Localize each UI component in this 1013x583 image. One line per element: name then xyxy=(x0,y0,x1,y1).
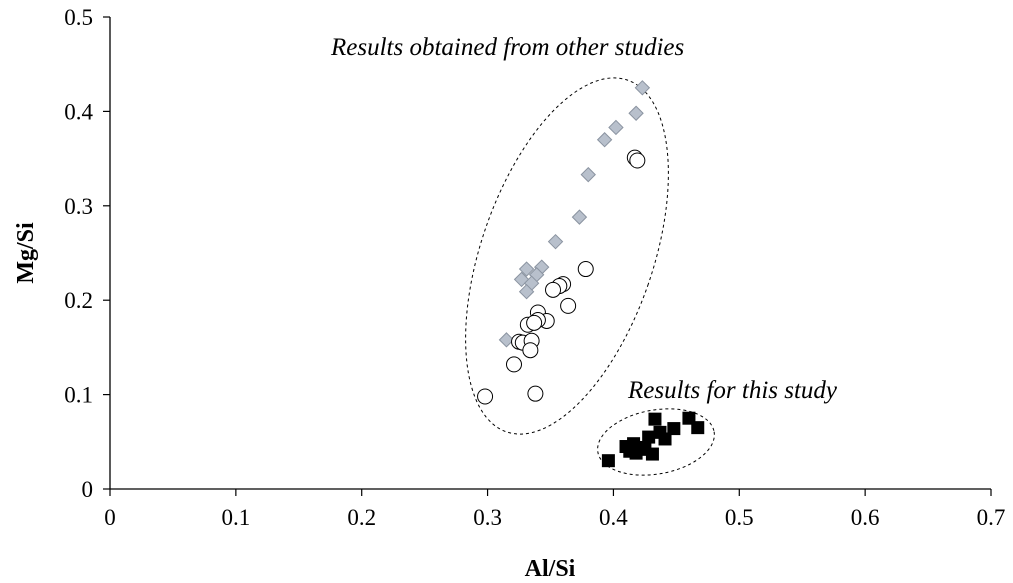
square-point xyxy=(645,447,659,461)
x-tick-label: 0.2 xyxy=(347,505,376,530)
other-studies-cluster-outline xyxy=(465,77,669,435)
x-tick-label: 0.1 xyxy=(221,505,250,530)
y-tick-label: 0.5 xyxy=(64,5,93,30)
x-tick-label: 0.7 xyxy=(977,505,1006,530)
axes xyxy=(109,17,991,490)
cluster-outlines xyxy=(465,77,715,476)
square-point xyxy=(658,432,672,446)
circle-point xyxy=(545,281,562,298)
circle-point xyxy=(526,314,543,331)
y-axis-title: Mg/Si xyxy=(13,222,39,284)
square-point xyxy=(601,454,615,468)
square-point xyxy=(642,430,656,444)
this-study-cluster-outline xyxy=(597,408,715,476)
diamond-point xyxy=(634,80,651,96)
x-ticks: 0 0.1 0.2 0.3 0.4 0.5 0.6 0.7 xyxy=(104,489,1005,530)
diamond-point xyxy=(580,166,596,183)
diamond-point xyxy=(518,283,535,300)
circle-point xyxy=(527,385,544,402)
circle-point xyxy=(522,342,539,359)
circle-point xyxy=(560,297,577,314)
circle-point xyxy=(629,152,646,169)
x-axis-title: Al/Si xyxy=(525,556,576,582)
diamond-point xyxy=(498,332,515,348)
diamond-point xyxy=(628,105,644,121)
square-point xyxy=(648,412,662,426)
diamond-point xyxy=(608,119,624,136)
circle-point xyxy=(477,388,494,405)
diamond-point xyxy=(518,261,535,277)
y-tick-label: 0 xyxy=(82,477,94,502)
annotation-this-study: Results for this study xyxy=(627,377,838,404)
x-tick-label: 0.3 xyxy=(473,505,502,530)
circle-point xyxy=(577,261,594,278)
x-tick-label: 0.6 xyxy=(851,505,880,530)
diamond-point xyxy=(596,132,613,148)
square-point xyxy=(667,422,681,436)
diamond-point xyxy=(571,209,588,225)
square-point xyxy=(691,421,705,435)
x-tick-label: 0.4 xyxy=(599,505,628,530)
y-tick-label: 0.1 xyxy=(64,383,93,408)
y-tick-label: 0.3 xyxy=(64,194,93,219)
y-tick-label: 0.4 xyxy=(64,99,93,124)
x-tick-label: 0.5 xyxy=(725,505,754,530)
diamond-point xyxy=(547,233,564,250)
y-ticks: 0 0.1 0.2 0.3 0.4 0.5 xyxy=(64,5,110,502)
circle-point xyxy=(506,356,523,373)
x-tick-label: 0 xyxy=(104,505,116,530)
y-tick-label: 0.2 xyxy=(64,288,93,313)
annotation-other-studies: Results obtained from other studies xyxy=(330,34,684,61)
data-points xyxy=(477,80,705,468)
